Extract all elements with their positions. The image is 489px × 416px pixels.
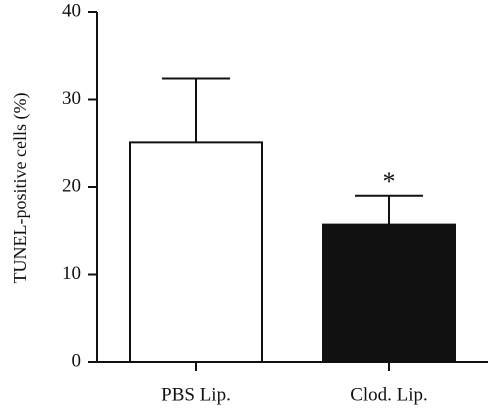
bars-group: * <box>129 77 456 363</box>
x-tick-label: PBS Lip. <box>161 384 231 405</box>
y-tick-label: 30 <box>62 88 81 109</box>
y-tick-label: 40 <box>62 0 81 21</box>
x-axis-ticks: PBS Lip. Clod. Lip. <box>161 362 428 405</box>
y-tick-label: 10 <box>62 263 81 284</box>
bar <box>129 141 263 363</box>
y-tick-label: 0 <box>72 350 82 371</box>
y-axis-title: TUNEL-positive cells (%) <box>10 93 31 284</box>
x-tick-label: Clod. Lip. <box>350 384 428 405</box>
bar <box>322 223 456 363</box>
y-axis-ticks: 0 10 20 30 40 <box>62 0 97 371</box>
y-tick-label: 20 <box>62 175 81 196</box>
significance-marker: * <box>383 167 396 196</box>
